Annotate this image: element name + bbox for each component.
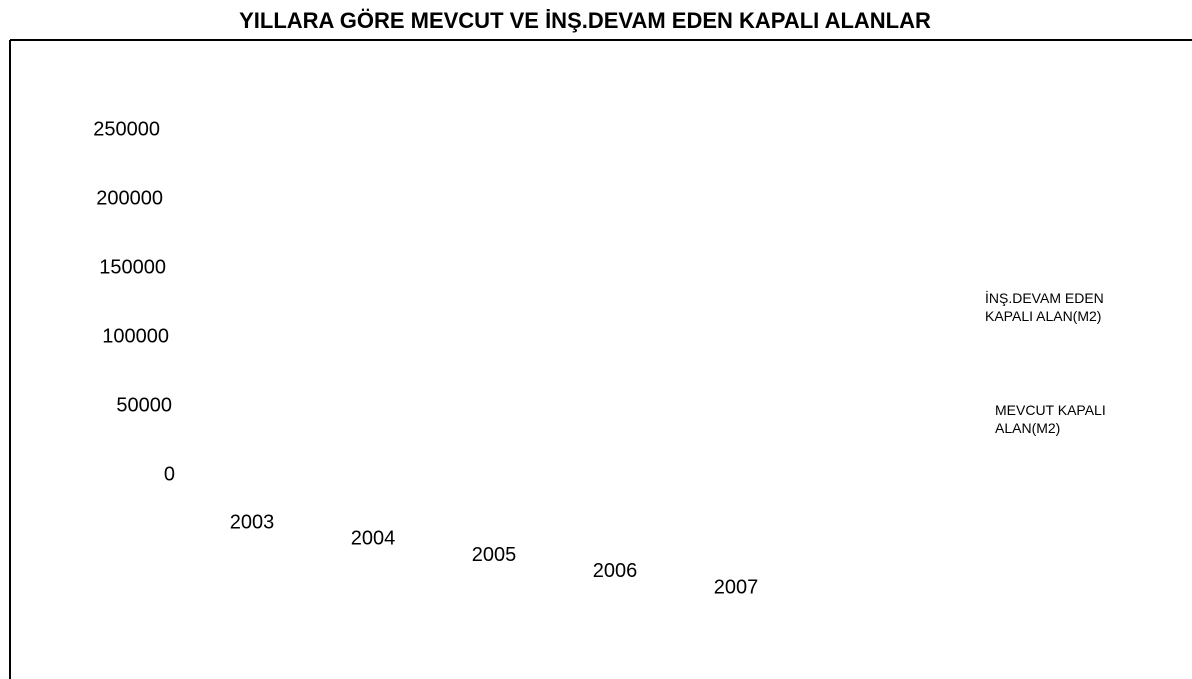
y-tick-label: 150000 bbox=[99, 256, 166, 278]
legend-entry: İNŞ.DEVAM EDEN KAPALI ALAN(M2) bbox=[985, 290, 1104, 324]
x-tick-label: 2007 bbox=[714, 576, 759, 598]
x-tick-label: 2004 bbox=[351, 528, 396, 550]
legend-entry: MEVCUT KAPALI ALAN(M2) bbox=[995, 402, 1106, 436]
x-tick-label: 2005 bbox=[472, 544, 517, 566]
y-tick-label: 200000 bbox=[96, 187, 163, 209]
x-tick-label: 2006 bbox=[593, 560, 638, 582]
x-tick-label: 2003 bbox=[230, 511, 275, 533]
y-tick-label: 250000 bbox=[93, 118, 160, 140]
y-tick-label: 50000 bbox=[116, 394, 172, 416]
y-tick-label: 0 bbox=[164, 463, 175, 485]
chart-title: YILLARA GÖRE MEVCUT VE İNŞ.DEVAM EDEN KA… bbox=[239, 8, 931, 33]
y-tick-label: 100000 bbox=[102, 325, 169, 347]
